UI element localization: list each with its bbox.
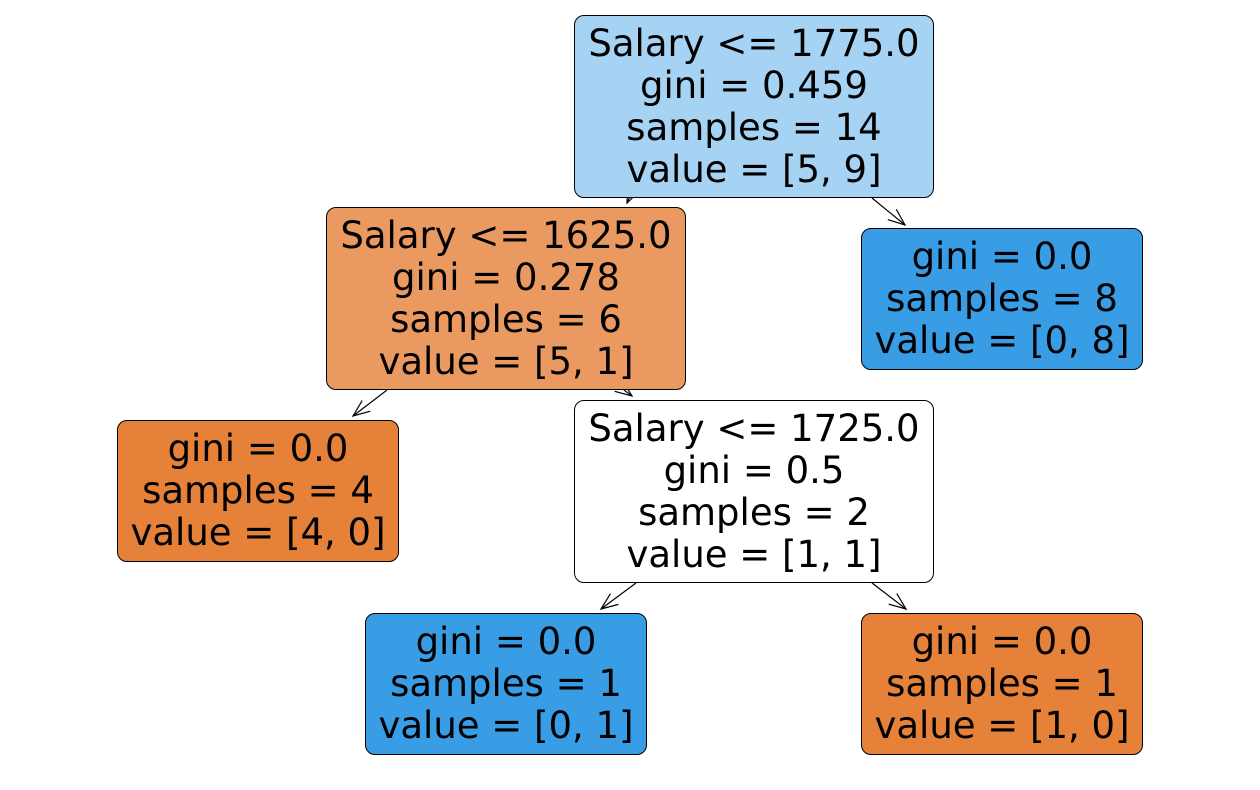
tree-node-left-right: Salary <= 1725.0 gini = 0.5 samples = 2 …	[574, 400, 934, 583]
tree-node-root: Salary <= 1775.0 gini = 0.459 samples = …	[574, 15, 934, 198]
edge-n1-n4	[623, 389, 633, 397]
edge-root-n2	[871, 197, 906, 226]
value-label: value = [1, 0]	[874, 704, 1130, 747]
tree-leaf-right: gini = 0.0 samples = 8 value = [0, 8]	[861, 228, 1143, 370]
samples-label: samples = 8	[886, 277, 1118, 320]
samples-label: samples = 4	[142, 469, 374, 512]
gini-label: gini = 0.0	[911, 235, 1093, 278]
edges-layer	[351, 182, 908, 610]
gini-label: gini = 0.0	[415, 620, 597, 663]
value-label: value = [0, 8]	[874, 319, 1130, 362]
samples-label: samples = 1	[390, 662, 622, 705]
samples-label: samples = 14	[626, 105, 882, 149]
arrowhead-n4-n5	[599, 593, 619, 610]
tree-leaf-left-left: gini = 0.0 samples = 4 value = [4, 0]	[117, 420, 399, 562]
split-condition: Salary <= 1775.0	[588, 21, 920, 65]
gini-label: gini = 0.0	[167, 427, 349, 470]
edge-n4-n6	[871, 582, 907, 610]
tree-leaf-left-right-right: gini = 0.0 samples = 1 value = [1, 0]	[861, 613, 1143, 755]
gini-label: gini = 0.5	[663, 448, 845, 492]
value-label: value = [4, 0]	[130, 511, 386, 554]
value-label: value = [5, 9]	[626, 147, 882, 191]
split-condition: Salary <= 1625.0	[340, 213, 672, 257]
edge-n4-n5	[600, 582, 637, 610]
samples-label: samples = 6	[390, 297, 622, 341]
tree-node-left: Salary <= 1625.0 gini = 0.278 samples = …	[326, 207, 686, 390]
arrowhead-root-n2	[887, 208, 907, 227]
samples-label: samples = 2	[638, 490, 870, 534]
value-label: value = [0, 1]	[378, 704, 634, 747]
edge-n1-n3	[352, 389, 388, 417]
gini-label: gini = 0.0	[911, 620, 1093, 663]
arrowhead-n4-n6	[888, 593, 908, 610]
arrowhead-n1-n3	[351, 400, 371, 417]
split-condition: Salary <= 1725.0	[588, 406, 920, 450]
samples-label: samples = 1	[886, 662, 1118, 705]
value-label: value = [5, 1]	[378, 339, 634, 383]
gini-label: gini = 0.278	[392, 255, 620, 299]
tree-leaf-left-right-left: gini = 0.0 samples = 1 value = [0, 1]	[365, 613, 647, 755]
value-label: value = [1, 1]	[626, 532, 882, 576]
gini-label: gini = 0.459	[640, 63, 868, 107]
